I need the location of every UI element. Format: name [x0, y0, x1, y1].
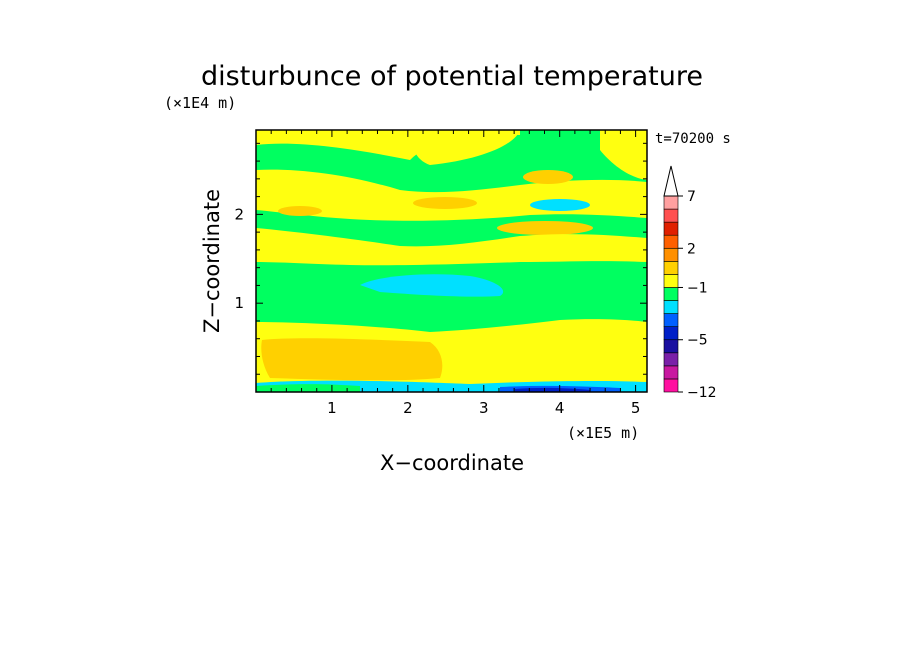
colorbar-swatch [663, 234, 679, 249]
colorbar-swatch [663, 326, 679, 341]
contour-field [256, 130, 647, 392]
y-tick-label: 2 [234, 205, 244, 223]
colorbar-swatch [663, 221, 679, 236]
colorbar-extend-arrow [663, 165, 679, 197]
lens-orange-4 [497, 221, 593, 235]
colorbar-swatch [663, 261, 679, 275]
x-scale-label: (×1E5 m) [567, 424, 639, 442]
colorbar-swatch [663, 300, 679, 314]
lens-orange-3 [523, 170, 573, 184]
band-top-yellow-mid [410, 130, 520, 165]
patch-cyan-mid [360, 274, 504, 297]
pool-orange [261, 338, 443, 381]
colorbar-tick-label: −1 [687, 280, 708, 296]
x-tick-label: 3 [479, 399, 489, 417]
y-tick-label: 1 [234, 294, 244, 312]
colorbar-tick-label: 2 [687, 241, 696, 257]
band-top-yellow-right [600, 130, 647, 180]
band-mid-yellow [256, 228, 647, 266]
y-axis-label: Z−coordinate [200, 189, 224, 333]
colorbar-swatch [663, 208, 679, 223]
band-surface-green [256, 384, 360, 392]
colorbar-swatch [663, 274, 679, 288]
colorbar-tick-label: 7 [687, 189, 696, 205]
plot-frame [255, 129, 648, 393]
x-axis-label: X−coordinate [380, 451, 524, 475]
lens-orange-2 [278, 206, 322, 216]
y-scale-label: (×1E4 m) [164, 94, 236, 112]
colorbar-swatch [663, 365, 679, 380]
lens-orange-1 [413, 197, 477, 209]
chart-title: disturbunce of potential temperature [201, 61, 703, 92]
x-tick-label: 1 [327, 399, 337, 417]
x-tick-label: 4 [555, 399, 565, 417]
colorbar-tick-label: −5 [687, 333, 708, 349]
colorbar-tick-label: −12 [687, 385, 717, 401]
y-axis-ticks: 12 [234, 142, 647, 375]
colorbar-swatch [663, 195, 679, 210]
lens-cyan-upper [530, 199, 590, 211]
x-axis-ticks: 1 2 3 4 5 [270, 130, 641, 417]
x-tick-label: 2 [403, 399, 413, 417]
colorbar-swatch [663, 287, 679, 301]
colorbar-swatch [663, 378, 679, 393]
band-lower-right [540, 345, 647, 380]
time-label: t=70200 s [655, 131, 731, 147]
colorbar-swatch [663, 313, 679, 327]
colorbar: −12−5−127 [663, 165, 717, 401]
colorbar-swatch [663, 352, 679, 367]
colorbar-swatch [663, 339, 679, 354]
band-surface-darkblue [515, 387, 590, 392]
x-tick-label: 5 [631, 399, 641, 417]
colorbar-swatch [663, 247, 679, 262]
